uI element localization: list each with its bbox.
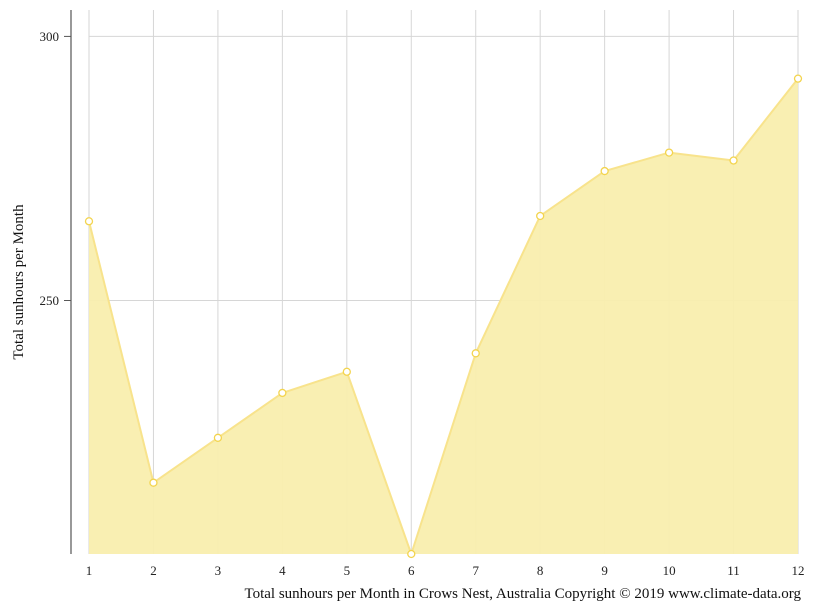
data-point-12 (793, 74, 803, 83)
markers-layer (84, 74, 803, 559)
data-point-1 (84, 217, 94, 226)
x-tick-label: 1 (86, 563, 93, 578)
data-point-4 (278, 388, 287, 398)
data-point-11 (729, 156, 738, 165)
area-line (88, 78, 799, 555)
x-tick-label: 11 (727, 563, 740, 578)
chart-caption: Total sunhours per Month in Crows Nest, … (244, 586, 801, 602)
x-tick-label: 9 (601, 563, 608, 578)
area-fill (89, 78, 798, 554)
x-tick-label: 10 (663, 563, 676, 578)
data-point-6 (407, 549, 416, 559)
y-tick-label: 250 (40, 293, 60, 308)
x-tick-label: 12 (792, 563, 805, 578)
data-point-8 (536, 211, 545, 221)
x-tick-label: 2 (150, 563, 157, 578)
y-ticks-layer: 250 300 (40, 29, 71, 308)
data-point-7 (471, 349, 480, 358)
data-point-2 (149, 478, 158, 487)
data-point-3 (213, 433, 223, 442)
data-point-5 (342, 367, 351, 376)
y-axis-title: Total sunhours per Month (11, 204, 27, 360)
data-point-9 (600, 166, 609, 176)
y-tick-label: 300 (40, 29, 60, 44)
x-tick-label: 7 (472, 563, 479, 578)
data-point-10 (664, 148, 674, 157)
x-ticks-layer: 1 2 3 4 5 6 7 8 9 10 11 12 (86, 563, 805, 578)
x-tick-label: 3 (215, 563, 222, 578)
x-tick-label: 4 (279, 563, 286, 578)
x-tick-label: 6 (408, 563, 415, 578)
x-tick-label: 8 (537, 563, 544, 578)
x-tick-label: 5 (344, 563, 351, 578)
